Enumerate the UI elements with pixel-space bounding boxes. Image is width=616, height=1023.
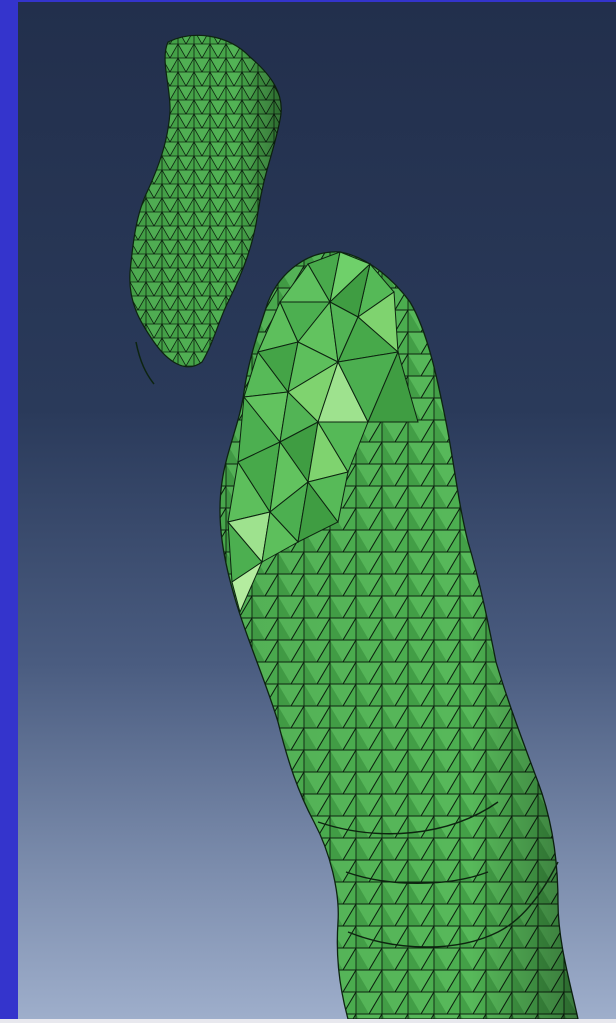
mesh-scene: [129, 34, 579, 1019]
faceted-cap: [227, 251, 419, 614]
3d-viewport[interactable]: [18, 2, 616, 1019]
upper-mesh-fragment[interactable]: [129, 34, 282, 385]
lower-mesh-body[interactable]: [219, 251, 579, 1019]
status-strip: [0, 1019, 616, 1023]
mesh-band-lines: [317, 801, 559, 948]
